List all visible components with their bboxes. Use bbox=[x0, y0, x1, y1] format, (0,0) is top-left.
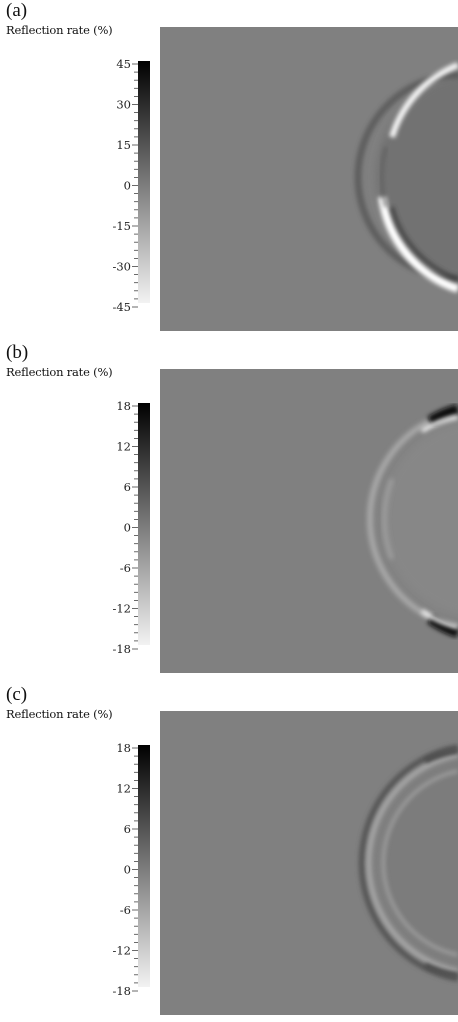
colorbar-tick-label: 18 bbox=[116, 741, 131, 755]
colorbar: 45 30 15 0 -15 -30 -45 bbox=[112, 57, 150, 314]
colorbar-tick-label: 15 bbox=[116, 138, 131, 152]
colorbar-tick-label: 30 bbox=[116, 98, 131, 112]
panel-label: (b) bbox=[6, 342, 29, 363]
colorbar-gradient bbox=[138, 403, 150, 645]
panel-label: (a) bbox=[6, 0, 28, 21]
colorbar-tick-label: 12 bbox=[116, 440, 131, 454]
colorbar-tick-label: -18 bbox=[112, 642, 131, 656]
colorbar-gradient bbox=[138, 61, 150, 303]
colorbar-tick-label: 45 bbox=[116, 57, 131, 71]
colorbar-tick-label: -15 bbox=[112, 219, 131, 233]
colorbar-tick-label: 12 bbox=[116, 782, 131, 796]
panel-a: (a) Reflection rate (%) 45 30 15 0 -15 -30 -45 bbox=[0, 0, 458, 338]
colorbar-tick-label: -6 bbox=[120, 561, 131, 575]
reflection-field-image bbox=[160, 711, 458, 1015]
colorbar-gradient bbox=[138, 745, 150, 987]
colorbar-tick-label: 0 bbox=[124, 521, 131, 535]
colorbar-tick-label: 18 bbox=[116, 399, 131, 413]
colorbar-title: Reflection rate (%) bbox=[6, 707, 113, 721]
colorbar-title: Reflection rate (%) bbox=[6, 23, 113, 37]
panel-label: (c) bbox=[6, 684, 28, 705]
reflection-field-image bbox=[160, 369, 458, 673]
colorbar-tick-label: 0 bbox=[124, 179, 131, 193]
colorbar: 18 12 6 0 -6 -12 -18 bbox=[112, 399, 150, 656]
colorbar-tick-label: 0 bbox=[124, 863, 131, 877]
colorbar-tick-label: -45 bbox=[112, 300, 131, 314]
colorbar-tick-label: 6 bbox=[124, 822, 131, 836]
colorbar-tick-label: -18 bbox=[112, 984, 131, 998]
colorbar-title: Reflection rate (%) bbox=[6, 365, 113, 379]
colorbar-tick-label: -6 bbox=[120, 903, 131, 917]
colorbar-tick-label: -12 bbox=[112, 602, 131, 616]
reflection-field-image bbox=[160, 27, 458, 331]
colorbar-tick-label: -30 bbox=[112, 260, 131, 274]
colorbar-tick-label: -12 bbox=[112, 944, 131, 958]
colorbar: 18 12 6 0 -6 -12 -18 bbox=[112, 741, 150, 998]
panel-b: (b) Reflection rate (%) 18 12 6 0 -6 -12 -18 bbox=[0, 342, 458, 680]
panel-c: (c) Reflection rate (%) 18 12 6 0 -6 -12 -18 bbox=[0, 684, 458, 1022]
colorbar-tick-label: 6 bbox=[124, 480, 131, 494]
